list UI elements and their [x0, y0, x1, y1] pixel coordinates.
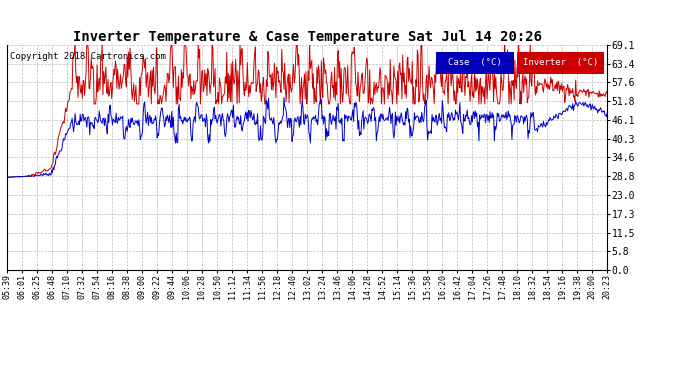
Text: Copyright 2018 Cartronics.com: Copyright 2018 Cartronics.com: [10, 52, 166, 61]
Title: Inverter Temperature & Case Temperature Sat Jul 14 20:26: Inverter Temperature & Case Temperature …: [72, 30, 542, 44]
FancyBboxPatch shape: [436, 52, 514, 74]
Text: Case  (°C): Case (°C): [448, 58, 502, 68]
FancyBboxPatch shape: [518, 52, 604, 74]
Text: Inverter  (°C): Inverter (°C): [523, 58, 598, 68]
